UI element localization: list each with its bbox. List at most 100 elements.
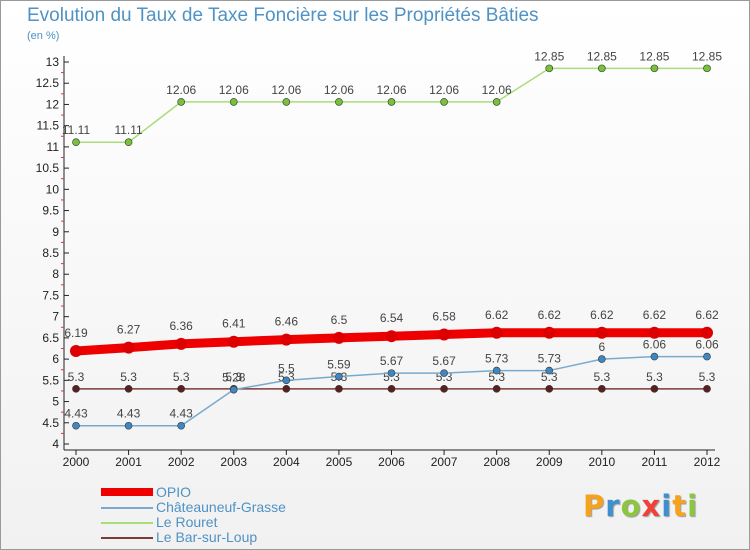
data-point	[440, 98, 448, 106]
data-label: 5.59	[327, 358, 351, 372]
data-point	[177, 385, 185, 393]
data-label: 5.73	[538, 352, 562, 366]
y-tick-label: 12.5	[36, 76, 60, 90]
unit-label: (en %)	[27, 30, 60, 42]
data-label: 5.3	[593, 370, 610, 384]
data-point	[124, 385, 133, 393]
y-tick-label: 9	[52, 225, 59, 239]
data-label: 12.85	[692, 49, 722, 63]
data-point	[703, 64, 711, 73]
data-label: 4.43	[64, 407, 88, 421]
data-point	[70, 345, 82, 358]
data-point	[438, 328, 451, 341]
data-label: 5.67	[380, 354, 404, 368]
data-label: 6.5	[331, 313, 348, 327]
logo-letter: i	[661, 489, 673, 523]
data-label: 5.28	[222, 371, 246, 385]
data-point	[122, 341, 135, 354]
data-point	[440, 385, 448, 393]
data-point	[335, 98, 343, 106]
data-point	[598, 385, 606, 393]
data-point	[387, 369, 396, 377]
data-label: 5.3	[225, 370, 242, 384]
legend-label: Le Rouret	[156, 514, 218, 530]
data-label: 6.36	[169, 319, 193, 333]
data-label: 6.41	[222, 317, 246, 331]
data-point	[72, 385, 80, 393]
y-tick-label: 9.5	[42, 204, 59, 218]
data-label: 5.67	[432, 354, 456, 368]
data-label: 6	[598, 340, 605, 354]
data-point	[440, 369, 448, 377]
data-label: 12.85	[534, 49, 564, 63]
x-tick-label: 2007	[431, 455, 458, 469]
data-point	[229, 98, 238, 106]
data-point	[598, 355, 606, 363]
y-tick-label: 4.5	[42, 416, 59, 430]
data-label: 12.85	[587, 49, 617, 63]
data-label: 6.06	[643, 338, 667, 352]
data-label: 12.06	[166, 83, 196, 97]
data-label: 11.11	[114, 123, 143, 137]
legend-swatch	[101, 507, 153, 509]
x-tick-label: 2006	[378, 455, 405, 469]
data-point	[175, 337, 188, 350]
x-tick-label: 2003	[220, 455, 247, 469]
y-tick-label: 11.5	[37, 119, 60, 133]
data-label: 12.06	[219, 83, 249, 97]
data-label: 4.43	[117, 407, 141, 421]
data-label: 6.62	[590, 308, 614, 322]
data-point	[650, 64, 659, 73]
logo-letter: P	[583, 489, 606, 523]
data-point	[703, 352, 711, 361]
data-point	[650, 352, 659, 361]
y-tick-label: 10	[46, 182, 60, 196]
y-tick-label: 13	[46, 55, 60, 69]
logo-letter: o	[620, 489, 642, 523]
data-label: 12.06	[324, 83, 354, 97]
x-tick-label: 2011	[642, 455, 668, 469]
data-label: 5.73	[485, 352, 509, 366]
data-label: 5.3	[541, 370, 558, 384]
data-point	[282, 98, 291, 106]
data-label: 6.54	[380, 311, 404, 325]
data-label: 5.3	[488, 370, 505, 384]
data-label: 6.27	[117, 323, 141, 337]
data-label: 5.5	[278, 361, 295, 375]
data-label: 12.06	[376, 83, 406, 97]
legend-swatch	[101, 522, 153, 524]
y-tick-label: 12	[46, 97, 60, 111]
data-point	[72, 138, 80, 147]
data-label: 5.3	[120, 370, 137, 384]
data-label: 6.62	[538, 308, 562, 322]
logo-letter: r	[605, 489, 621, 523]
data-point	[595, 326, 608, 339]
data-label: 6.19	[64, 326, 88, 340]
data-point	[227, 335, 240, 348]
x-tick-label: 2010	[588, 455, 615, 469]
data-point	[545, 64, 554, 73]
y-tick-label: 7.5	[42, 288, 59, 302]
data-point	[598, 64, 606, 73]
data-point	[280, 333, 293, 346]
data-point	[385, 330, 398, 343]
proxiti-logo: Proxiti	[583, 489, 698, 523]
data-point	[492, 366, 501, 375]
y-tick-label: 6.5	[42, 331, 59, 345]
data-label: 12.06	[271, 83, 301, 97]
data-point	[490, 326, 503, 339]
data-point	[492, 98, 501, 106]
logo-letter: x	[641, 489, 662, 523]
data-point	[177, 98, 185, 106]
legend-label: Châteauneuf-Grasse	[156, 499, 286, 515]
data-point	[335, 385, 343, 393]
y-tick-label: 5	[52, 395, 59, 409]
data-point	[545, 385, 554, 393]
data-point	[124, 138, 133, 147]
data-label: 12.06	[482, 83, 512, 97]
y-tick-label: 8	[52, 267, 59, 281]
data-point	[492, 385, 501, 393]
y-tick-label: 8.5	[42, 246, 59, 260]
legend-label: OPIO	[156, 484, 192, 500]
